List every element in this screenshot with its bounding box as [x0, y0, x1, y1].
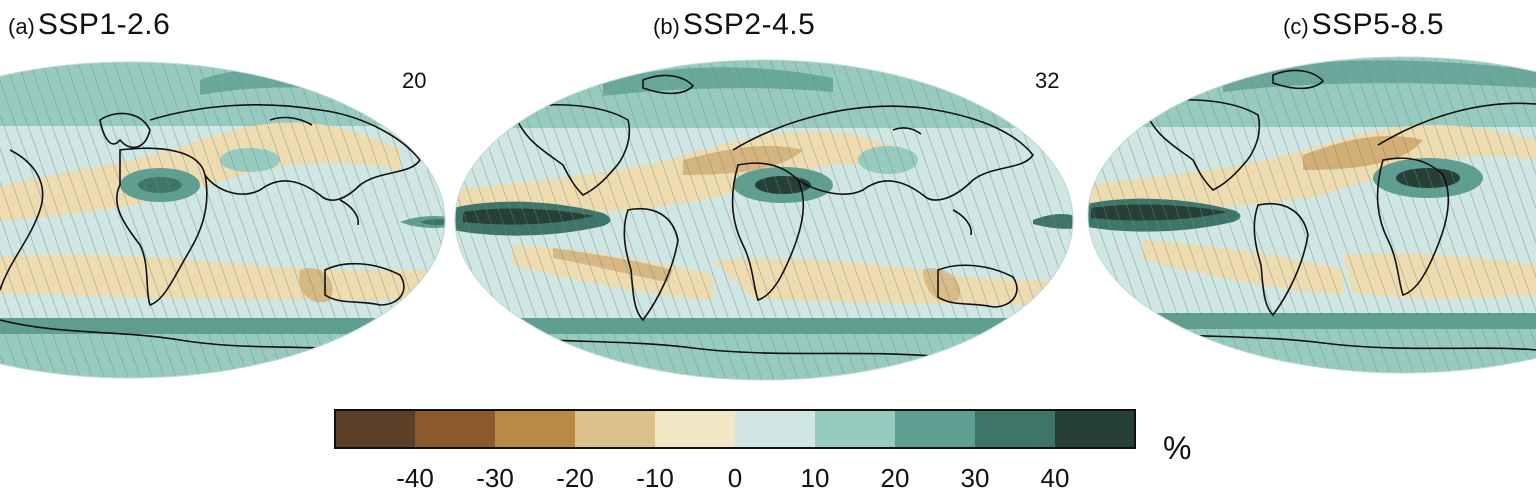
map-panel-ssp5-85: (c) SSP5-8.5	[1083, 0, 1536, 400]
colorbar-swatch	[655, 410, 735, 448]
map-field	[0, 62, 445, 378]
panel-title-c: (c) SSP5-8.5	[1283, 8, 1444, 42]
colorbar-tick-label: 0	[727, 463, 743, 493]
map-panel-ssp1-26: (a) SSP1-2.6 20	[0, 0, 450, 400]
panel-scenario: SSP2-4.5	[682, 8, 816, 41]
colorbar-border	[334, 409, 1136, 449]
map-panel-ssp2-45: (b) SSP2-4.5 32	[453, 0, 1081, 400]
panel-letter: (b)	[653, 14, 680, 39]
panel-scenario: SSP5-8.5	[1311, 8, 1445, 41]
map-ssp1-26	[0, 61, 446, 379]
colorbar-tick-label: -10	[636, 463, 674, 493]
colorbar-swatch	[735, 410, 815, 448]
colorbar-tick-label: 10	[800, 463, 830, 493]
panel-scenario: SSP1-2.6	[37, 8, 171, 41]
colorbar-swatch	[495, 410, 575, 448]
colorbar-tick-label: 30	[960, 463, 990, 493]
colorbar-swatch	[575, 410, 655, 448]
colorbar-tick-label: -30	[476, 463, 514, 493]
colorbar-swatches	[335, 410, 1135, 448]
map-ssp5-85	[1087, 56, 1536, 374]
panel-letter: (c)	[1283, 14, 1309, 39]
map-ssp2-45	[454, 59, 1074, 381]
colorbar-swatch	[1055, 410, 1135, 448]
colorbar-swatch	[415, 410, 495, 448]
colorbar-tick-label: -20	[556, 463, 594, 493]
colorbar	[334, 409, 1136, 449]
model-count: 20	[402, 68, 427, 93]
coastlines	[455, 74, 1073, 358]
colorbar-tick-label: 40	[1040, 463, 1070, 493]
colorbar-tick-label: -40	[396, 463, 434, 493]
panel-letter: (a)	[8, 14, 35, 39]
colorbar-swatch	[895, 410, 975, 448]
model-count: 32	[1035, 68, 1060, 93]
colorbar-swatch	[335, 410, 415, 448]
colorbar-swatch	[975, 410, 1055, 448]
colorbar-tick-label: 20	[880, 463, 910, 493]
coastlines	[0, 103, 421, 351]
panel-title-a: (a) SSP1-2.6	[8, 8, 170, 42]
panel-title-b: (b) SSP2-4.5	[653, 8, 815, 42]
colorbar-unit: %	[1163, 430, 1192, 466]
colorbar-swatch	[815, 410, 895, 448]
